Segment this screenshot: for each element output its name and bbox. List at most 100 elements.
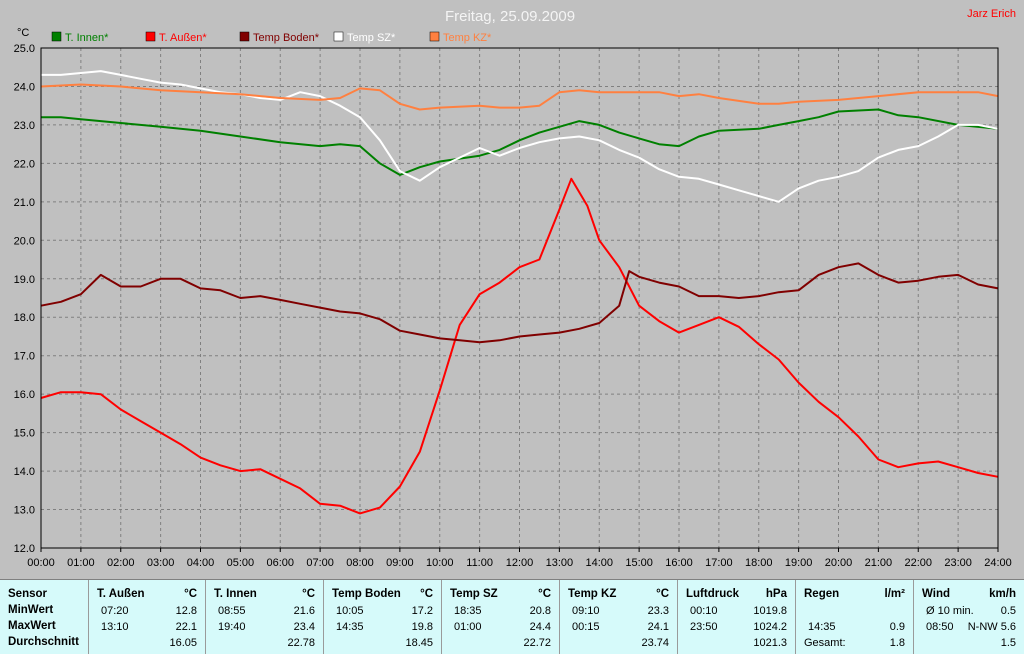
stats-cell: 20.8 <box>529 605 551 617</box>
stats-cell: 19.8 <box>411 621 433 633</box>
legend-label: Temp KZ* <box>443 32 492 44</box>
x-tick-label: 04:00 <box>187 557 215 569</box>
stats-cell: MinWert <box>8 604 54 616</box>
x-tick-label: 15:00 <box>625 557 653 569</box>
stats-cell: 07:20 <box>101 605 129 617</box>
legend-swatch <box>51 31 62 42</box>
stats-cell: 19:40 <box>218 621 246 633</box>
y-tick-label: 25.0 <box>14 43 35 55</box>
stats-column: Temp Boden °C 10:05 17.2 14:35 19.8 18.45 <box>323 580 441 654</box>
stats-table: Sensor MinWert MaxWert Durchschnitt T. Außen… <box>0 579 1024 654</box>
legend-swatch <box>239 31 250 42</box>
x-tick-label: 01:00 <box>67 557 95 569</box>
stats-cell: 1019.8 <box>753 605 787 617</box>
x-tick-label: 19:00 <box>785 557 813 569</box>
stats-cell: MaxWert <box>8 620 56 632</box>
x-tick-label: 07:00 <box>306 557 334 569</box>
x-tick-label: 22:00 <box>904 557 932 569</box>
legend-label: T. Außen* <box>159 32 207 44</box>
stats-cell: Wind <box>922 588 950 600</box>
y-tick-label: 20.0 <box>14 235 35 247</box>
x-tick-label: 06:00 <box>266 557 294 569</box>
stats-cell: 14:35 <box>808 621 836 633</box>
stats-column: Temp SZ °C 18:35 20.8 01:00 24.4 22.72 <box>441 580 559 654</box>
x-tick-label: 14:00 <box>585 557 613 569</box>
y-axis-unit: °C <box>17 27 29 39</box>
stats-cell: °C <box>420 588 433 600</box>
x-tick-label: 21:00 <box>865 557 893 569</box>
x-tick-label: 12:00 <box>506 557 534 569</box>
stats-cell: Temp KZ <box>568 588 617 600</box>
y-tick-label: 13.0 <box>14 505 35 517</box>
stats-cell: T. Außen <box>97 588 145 600</box>
stats-cell: °C <box>538 588 551 600</box>
x-tick-label: 24:00 <box>984 557 1012 569</box>
series-line-4 <box>40 83 999 111</box>
stats-cell: 1.5 <box>1000 637 1016 649</box>
y-tick-label: 12.0 <box>14 543 35 555</box>
stats-cell: 1024.2 <box>753 621 787 633</box>
stats-cell: 23:50 <box>690 621 718 633</box>
stats-cell: 08:50 <box>926 621 954 633</box>
stats-cell: Ø 10 min. <box>926 605 974 617</box>
stats-cell: 1.8 <box>889 637 905 649</box>
stats-cell: hPa <box>765 588 787 600</box>
stats-cell: 10:05 <box>336 605 364 617</box>
stats-cell: 0.9 <box>889 621 905 633</box>
chart-author: Jarz Erich <box>967 8 1016 20</box>
y-tick-label: 23.0 <box>14 120 35 132</box>
chart-background <box>0 0 1024 579</box>
series-lines <box>40 70 999 515</box>
y-tick-label: 16.0 <box>14 389 35 401</box>
legend-swatch <box>333 31 344 42</box>
stats-cell: 22.72 <box>523 637 551 649</box>
stats-cell: 23.3 <box>647 605 669 617</box>
y-axis-ticks: 12.0 13.0 14.0 15.0 16.0 17.0 18.0 19.0 20.0 21.0… <box>14 43 35 555</box>
y-tick-label: 14.0 <box>14 466 35 478</box>
series-line-0 <box>41 108 999 176</box>
stats-cell: 08:55 <box>218 605 246 617</box>
y-tick-label: 21.0 <box>14 197 35 209</box>
stats-cell: 13:10 <box>101 621 129 633</box>
y-tick-label: 17.0 <box>14 351 35 363</box>
stats-column: Wind km/h Ø 10 min. 0.5 08:50 N-NW 5.6 1.5 <box>913 580 1024 654</box>
stats-column: Sensor MinWert MaxWert Durchschnitt <box>0 580 88 654</box>
stats-cell: l/m² <box>884 588 905 600</box>
stats-cell: Sensor <box>8 588 47 600</box>
y-tick-label: 24.0 <box>14 81 35 93</box>
x-tick-label: 18:00 <box>745 557 773 569</box>
stats-cell: 24.4 <box>529 621 551 633</box>
series-line-2 <box>40 262 999 344</box>
x-tick-label: 00:00 <box>27 557 55 569</box>
stats-cell: 22.78 <box>287 637 315 649</box>
stats-cell: Gesamt: <box>804 637 846 649</box>
x-tick-label: 05:00 <box>227 557 255 569</box>
stats-cell: °C <box>184 588 197 600</box>
stats-cell: 1021.3 <box>753 637 787 649</box>
x-tick-label: 20:00 <box>825 557 853 569</box>
stats-cell: 21.6 <box>293 605 315 617</box>
legend-swatch <box>145 31 156 42</box>
stats-cell: 17.2 <box>411 605 433 617</box>
legend-label: Temp SZ* <box>347 32 396 44</box>
x-tick-label: 16:00 <box>665 557 693 569</box>
y-tick-label: 15.0 <box>14 428 35 440</box>
stats-cell: 0.5 <box>1000 605 1016 617</box>
x-tick-label: 11:00 <box>466 557 493 569</box>
stats-column: T. Außen °C 07:20 12.8 13:10 22.1 16.05 <box>88 580 205 654</box>
stats-cell: 23.4 <box>293 621 315 633</box>
stats-cell: °C <box>302 588 315 600</box>
x-tick-label: 03:00 <box>147 557 175 569</box>
stats-cell: 14:35 <box>336 621 364 633</box>
stats-cell: 23.74 <box>641 637 669 649</box>
stats-cell: 16.05 <box>169 637 197 649</box>
stats-cell: 00:10 <box>690 605 718 617</box>
stats-cell: Temp SZ <box>450 588 498 600</box>
legend-label: T. Innen* <box>65 32 109 44</box>
stats-cell: Durchschnitt <box>8 636 79 648</box>
x-tick-label: 08:00 <box>346 557 374 569</box>
legend: T. Innen* T. Außen* Temp Boden* Temp SZ* Tem… <box>51 31 492 44</box>
stats-cell: 18:35 <box>454 605 482 617</box>
x-tick-label: 13:00 <box>546 557 574 569</box>
grid <box>40 47 999 549</box>
